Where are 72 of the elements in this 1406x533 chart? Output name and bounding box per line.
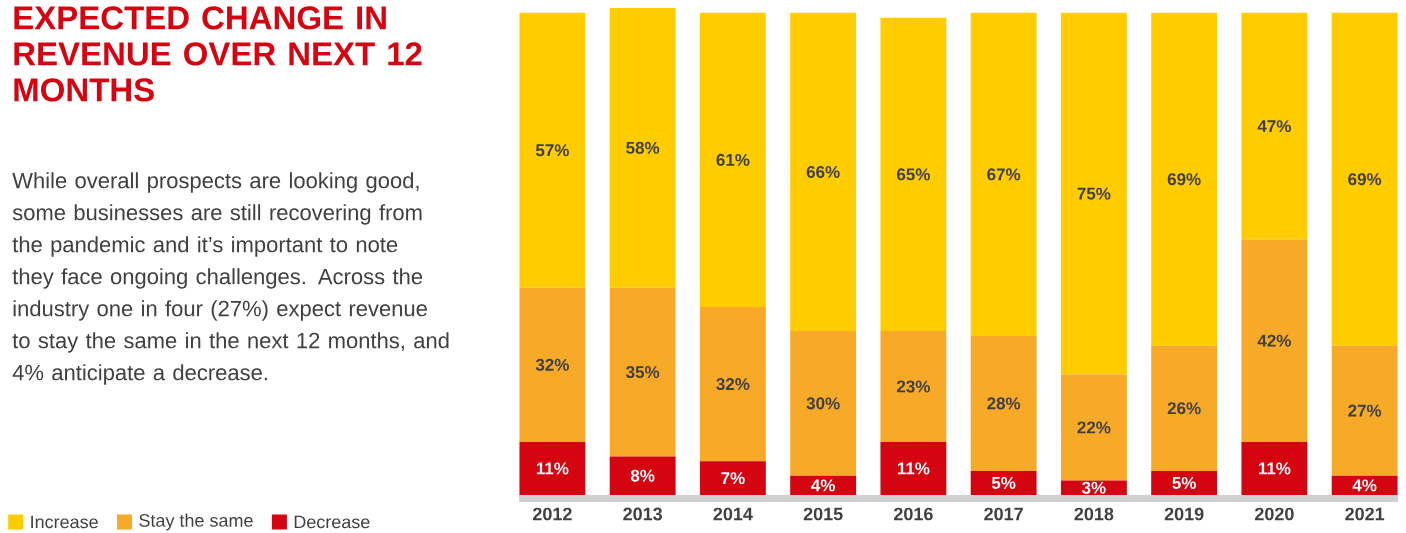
data-label: 61% xyxy=(716,153,750,166)
data-label: 32% xyxy=(535,358,569,371)
text: While overall prospects are looking good, some businesses are still recovering from the pandemic and it’s important to note they face ongoing challenges. Across the industry one in four (27%) expect revenue to stay the same in the next 12 months, and 4% anticipate a decrease. xyxy=(12,172,449,385)
bar xyxy=(970,12,1037,336)
x-tick-label: 2020 xyxy=(1254,507,1294,521)
data-label: 4% xyxy=(811,479,835,492)
bar xyxy=(790,331,857,476)
x-tick-label: 2019 xyxy=(1164,507,1204,521)
bar xyxy=(1151,12,1218,346)
bar xyxy=(970,470,1037,495)
legend-label: Stay the same xyxy=(139,513,253,531)
data-label: 5% xyxy=(1172,476,1196,489)
bar xyxy=(1241,441,1308,495)
data-label: 69% xyxy=(1167,173,1201,186)
x-tick-label: 2018 xyxy=(1074,507,1114,521)
data-label: 75% xyxy=(1077,187,1111,200)
data-label: 32% xyxy=(716,378,750,391)
bar xyxy=(1241,239,1308,442)
bar xyxy=(1331,345,1398,476)
data-label: 35% xyxy=(626,366,660,379)
bar xyxy=(880,17,947,332)
data-label: 67% xyxy=(987,168,1021,181)
data-label: 57% xyxy=(535,144,569,157)
data-label: 11% xyxy=(897,462,930,475)
x-tick-label: 2013 xyxy=(623,507,663,521)
legend-label: Increase xyxy=(31,515,98,529)
data-label: 27% xyxy=(1348,404,1382,417)
bar xyxy=(880,441,947,495)
bar xyxy=(609,8,676,288)
data-label: 7% xyxy=(721,472,745,485)
data-label: 11% xyxy=(536,462,569,475)
bar xyxy=(699,461,766,495)
data-label: 8% xyxy=(630,469,655,482)
data-label: 4% xyxy=(1352,479,1377,492)
data-label: 66% xyxy=(806,165,840,178)
data-label: 11% xyxy=(1258,462,1291,475)
bar xyxy=(699,306,766,462)
data-label: 47% xyxy=(1257,120,1291,133)
legend-label: Decrease xyxy=(294,515,370,529)
bar xyxy=(519,441,586,495)
bar xyxy=(519,287,586,442)
bar xyxy=(880,331,947,442)
data-label: 58% xyxy=(626,141,660,154)
bar xyxy=(1151,470,1218,495)
bar xyxy=(1331,12,1398,346)
data-label: 65% xyxy=(897,168,930,181)
data-label: 26% xyxy=(1167,402,1201,415)
x-tick-label: 2017 xyxy=(984,507,1023,521)
data-label: 23% xyxy=(896,380,930,393)
bar xyxy=(1060,12,1127,375)
bar xyxy=(1151,345,1218,471)
data-label: 5% xyxy=(991,476,1016,489)
bar xyxy=(790,12,857,332)
data-label: 30% xyxy=(806,397,840,410)
x-tick-label: 2021 xyxy=(1345,507,1385,521)
bar xyxy=(970,335,1037,471)
x-tick-label: 2012 xyxy=(533,507,572,521)
data-label: 28% xyxy=(987,397,1021,410)
data-label: 22% xyxy=(1077,421,1111,434)
data-label: 3% xyxy=(1081,481,1106,494)
bar xyxy=(519,12,586,288)
text: EXPECTED CHANGE IN REVENUE OVER NEXT 12 MONTHS xyxy=(14,6,422,102)
data-label: 69% xyxy=(1348,173,1382,186)
bar xyxy=(1241,12,1308,240)
bar xyxy=(699,12,766,307)
x-tick-label: 2016 xyxy=(893,507,933,521)
bar xyxy=(609,456,676,495)
bar xyxy=(1060,374,1127,481)
bar xyxy=(609,287,676,457)
data-label: 42% xyxy=(1257,334,1291,347)
x-tick-label: 2015 xyxy=(803,507,843,521)
x-tick-label: 2014 xyxy=(713,507,753,521)
